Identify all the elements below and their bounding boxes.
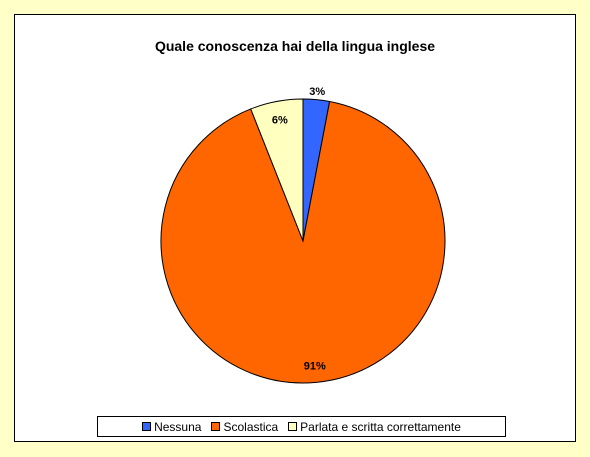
legend-item-parlata-e-scritta: Parlata e scritta correttamente <box>288 420 461 434</box>
legend-item-scolastica: Scolastica <box>211 420 278 434</box>
chart-legend: Nessuna Scolastica Parlata e scritta cor… <box>97 416 506 437</box>
chart-title: Quale conoscenza hai della lingua ingles… <box>154 38 436 54</box>
legend-swatch-scolastica <box>211 422 221 431</box>
legend-label-nessuna: Nessuna <box>154 419 202 434</box>
slice-label-parlata-e-scritta: 6% <box>272 115 288 127</box>
legend-item-nessuna: Nessuna <box>142 420 201 434</box>
legend-label-scolastica: Scolastica <box>223 419 279 434</box>
slice-parlata-e-scritta <box>250 98 304 242</box>
legend-swatch-nessuna <box>142 422 152 431</box>
slice-label-scolastica: 91% <box>304 360 326 372</box>
slice-label-nessuna: 3% <box>309 86 325 98</box>
slice-scolastica <box>160 100 446 384</box>
legend-label-parlata-e-scritta: Parlata e scritta correttamente <box>300 419 461 434</box>
legend-swatch-parlata-e-scritta <box>288 422 298 431</box>
